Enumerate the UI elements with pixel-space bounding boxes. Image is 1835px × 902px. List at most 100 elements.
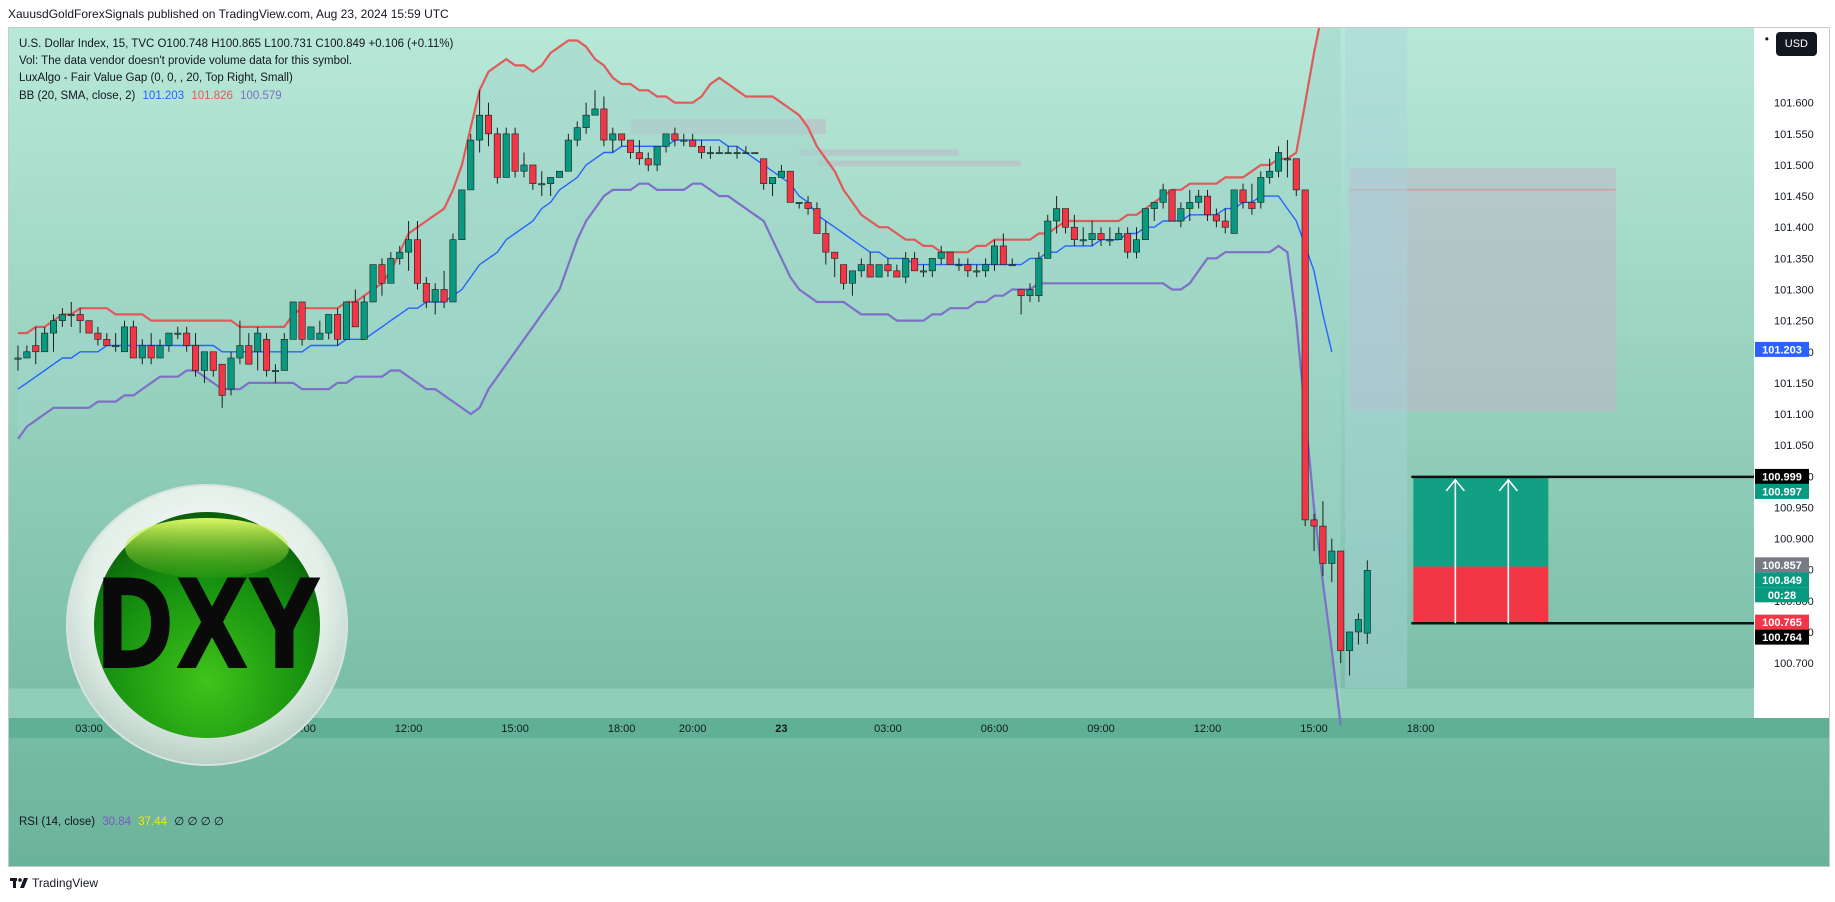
price-axis-label: 00:28 [1755, 587, 1809, 603]
candle [937, 245, 945, 265]
price-axis-label: 100.765 [1755, 614, 1809, 630]
candle-body [440, 289, 448, 303]
price-axis-label-bg [1755, 341, 1809, 357]
candle [777, 164, 785, 178]
rsi-legend[interactable]: RSI (14, close) 30.84 37.44 ∅ ∅ ∅ ∅ [19, 814, 224, 828]
candle [1221, 208, 1229, 234]
more-menu-icon[interactable]: • [1764, 32, 1769, 46]
candle [671, 127, 679, 147]
fvg-box [816, 160, 1022, 167]
publish-header: XauusdGoldForexSignals published on Trad… [8, 7, 449, 21]
candle [751, 152, 759, 155]
price-tick-label: 101.600 [1774, 98, 1814, 110]
price-axis-label-text: 00:28 [1768, 590, 1796, 602]
candle-body [360, 301, 368, 340]
candle-body [1195, 195, 1203, 203]
candle [413, 221, 421, 290]
candle-body [147, 345, 155, 359]
candle [822, 221, 830, 265]
candle [263, 333, 271, 377]
rsi-label: RSI (14, close) [19, 816, 96, 828]
fvg-box [1349, 168, 1616, 411]
bb-lower-line [17, 182, 1342, 726]
candle-body [245, 345, 253, 365]
candle [405, 221, 413, 271]
candle [786, 170, 794, 203]
chart-panel[interactable]: 101.600 101.550 101.500 101.450 101.400 101.3… [8, 27, 1830, 867]
candle-body [112, 345, 120, 348]
candle-body [467, 139, 475, 191]
time-tick-label: 18:00 [1407, 723, 1435, 735]
candle-body [1026, 289, 1034, 297]
candle-body [973, 270, 981, 273]
candle-body [547, 177, 555, 184]
candle-body [263, 339, 271, 371]
candle [706, 146, 714, 159]
candle-body [236, 345, 244, 359]
price-tick-label: 101.100 [1774, 409, 1814, 421]
candle [795, 202, 803, 209]
candle [165, 332, 173, 352]
candle-body [1159, 189, 1167, 203]
candle [209, 351, 217, 377]
candle-body [857, 264, 865, 272]
candle [538, 171, 546, 197]
candle-body [706, 152, 714, 155]
candle-body [786, 170, 794, 203]
up-arrow-head [1445, 478, 1465, 492]
candle-body [1266, 170, 1274, 178]
candle-body [1310, 519, 1318, 527]
candle [280, 333, 288, 371]
candle-body [369, 264, 377, 303]
candle-body [316, 332, 324, 340]
candle [156, 339, 164, 359]
candle [1354, 613, 1362, 645]
candle [1106, 227, 1114, 246]
candle [857, 258, 865, 278]
price-tick-label: 101.400 [1774, 222, 1814, 234]
candle-body [1061, 208, 1069, 228]
tradingview-footer[interactable]: TradingView [10, 876, 98, 890]
candle-body [751, 152, 759, 155]
price-chart[interactable]: 101.600 101.550 101.500 101.450 101.400 101.3… [9, 28, 1830, 867]
candle [192, 333, 200, 377]
candle-body [1239, 189, 1247, 203]
candle [564, 133, 572, 172]
candle-body [982, 264, 990, 272]
candle-body [999, 245, 1007, 265]
candle [1266, 158, 1274, 184]
candle [1337, 550, 1345, 664]
candle [1239, 183, 1247, 209]
candle-body [14, 357, 22, 360]
candle-body [1212, 214, 1220, 222]
candle [103, 333, 111, 346]
rsi-value: 30.84 [102, 816, 132, 828]
time-tick-label: 03:00 [75, 723, 103, 735]
price-axis-label: 100.857 [1755, 557, 1809, 573]
candle-body [1097, 233, 1105, 240]
candle [1008, 258, 1016, 267]
time-tick-label: 09:00 [1087, 723, 1115, 735]
candle [964, 258, 972, 278]
candle [58, 308, 66, 327]
candle-body [1079, 239, 1087, 242]
candle [1275, 146, 1283, 178]
candle-body [911, 258, 919, 272]
candle [1061, 208, 1069, 234]
candle-body [618, 133, 626, 141]
candle-body [1035, 258, 1043, 297]
candle-body [502, 133, 510, 178]
candle-body [795, 202, 803, 204]
candle [174, 326, 182, 340]
candle-body [1017, 289, 1025, 297]
rsi-ma-value: 37.44 [138, 816, 168, 828]
candle-body [1292, 158, 1300, 191]
candle-body [76, 314, 84, 321]
candle-body [609, 133, 617, 141]
candle-body [964, 264, 972, 272]
candle-body [431, 289, 439, 303]
currency-button[interactable]: USD [1775, 32, 1817, 56]
candle-body [573, 127, 581, 141]
candle-body [1319, 525, 1327, 564]
bb-line[interactable]: BB (20, SMA, close, 2) 101.203 101.826 1… [19, 88, 453, 105]
